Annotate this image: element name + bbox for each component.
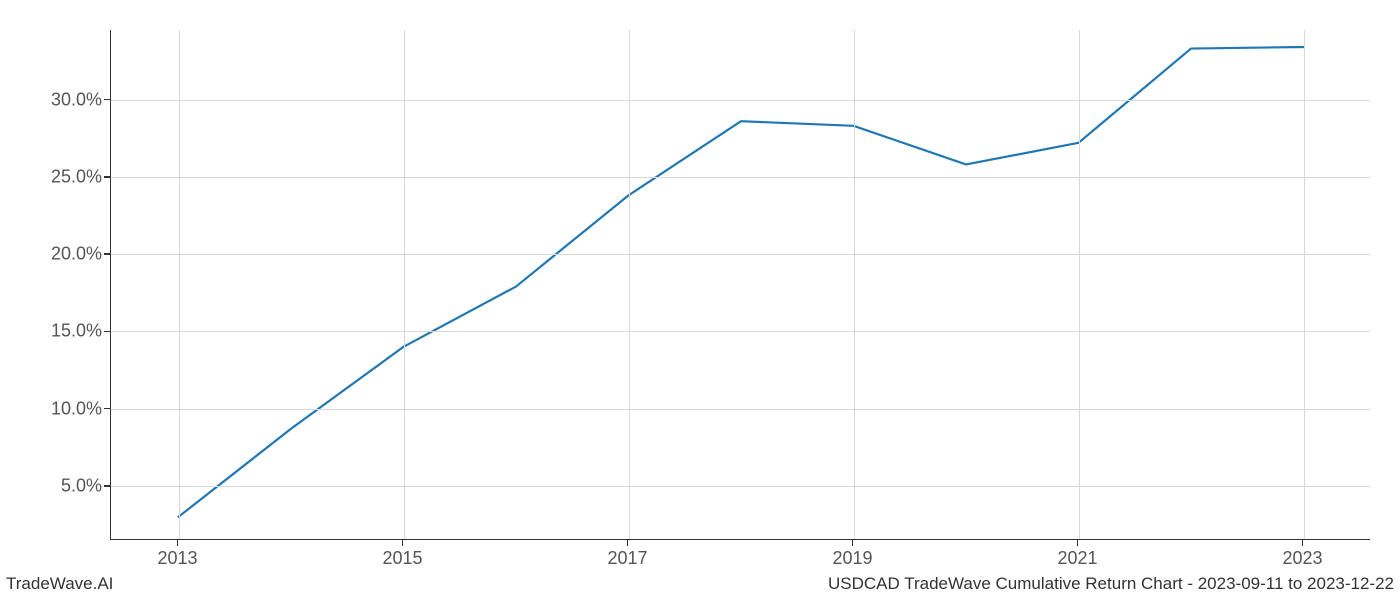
grid-line-horizontal (111, 177, 1370, 178)
x-tick-mark (852, 540, 854, 546)
footer-left-text: TradeWave.AI (6, 574, 113, 594)
grid-line-horizontal (111, 100, 1370, 101)
y-tick-mark (104, 176, 110, 178)
grid-line-horizontal (111, 409, 1370, 410)
x-tick-mark (627, 540, 629, 546)
x-tick-label: 2017 (607, 548, 647, 569)
y-tick-mark (104, 99, 110, 101)
x-tick-label: 2019 (832, 548, 872, 569)
grid-line-vertical (629, 30, 630, 539)
x-tick-label: 2023 (1282, 548, 1322, 569)
grid-line-vertical (179, 30, 180, 539)
y-tick-label: 25.0% (22, 166, 102, 187)
x-tick-mark (177, 540, 179, 546)
x-tick-label: 2021 (1057, 548, 1097, 569)
chart-line-svg (111, 30, 1370, 539)
footer-right-text: USDCAD TradeWave Cumulative Return Chart… (828, 574, 1394, 594)
y-tick-label: 5.0% (22, 475, 102, 496)
chart-plot-area (110, 30, 1370, 540)
y-tick-label: 15.0% (22, 321, 102, 342)
x-tick-mark (1302, 540, 1304, 546)
y-tick-label: 10.0% (22, 398, 102, 419)
y-tick-mark (104, 485, 110, 487)
grid-line-horizontal (111, 331, 1370, 332)
grid-line-horizontal (111, 486, 1370, 487)
series-line (179, 47, 1304, 517)
grid-line-vertical (1079, 30, 1080, 539)
y-tick-mark (104, 408, 110, 410)
y-tick-mark (104, 331, 110, 333)
grid-line-horizontal (111, 254, 1370, 255)
y-tick-label: 20.0% (22, 244, 102, 265)
x-tick-mark (1077, 540, 1079, 546)
y-tick-mark (104, 253, 110, 255)
x-tick-mark (402, 540, 404, 546)
x-tick-label: 2015 (382, 548, 422, 569)
grid-line-vertical (404, 30, 405, 539)
x-tick-label: 2013 (157, 548, 197, 569)
grid-line-vertical (1304, 30, 1305, 539)
y-tick-label: 30.0% (22, 89, 102, 110)
grid-line-vertical (854, 30, 855, 539)
